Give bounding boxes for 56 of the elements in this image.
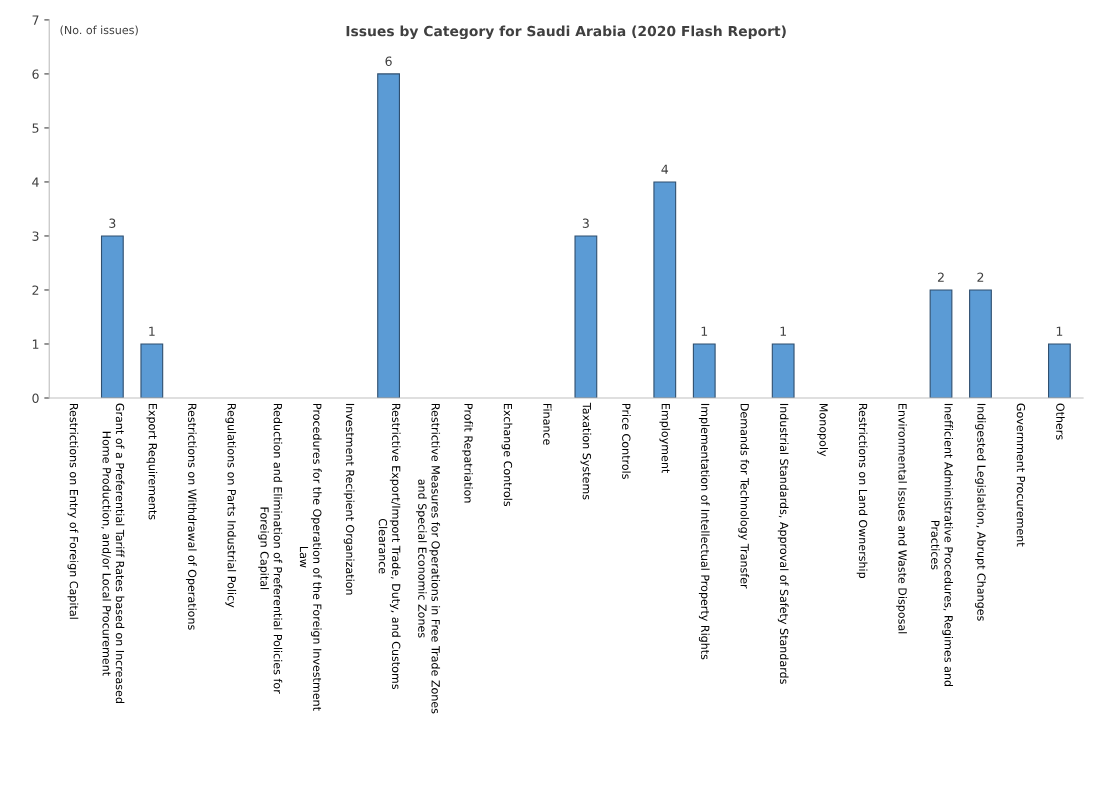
- data-label: 1: [149, 326, 155, 336]
- x-tick-label: Taxation Systems: [580, 402, 592, 500]
- x-tick-label: Restrictive Measures for Operations in Free Trade Zones and Special Economic Zones: [416, 403, 441, 714]
- x-tick-label: Inefficient Administrative Procedures, Regimes and Practices: [931, 403, 954, 687]
- x-tick-label: Investment Recipient Organization: [343, 403, 355, 595]
- bar: [771, 343, 795, 398]
- x-tick-label: Price Controls: [622, 403, 631, 479]
- bar: [692, 343, 716, 398]
- data-label: 3: [109, 218, 116, 228]
- bar: [140, 343, 164, 398]
- x-tick-label: Exchange Controls: [501, 403, 513, 507]
- x-tick-label: Profit Repatriation: [462, 403, 473, 503]
- y-tick-label: 4: [32, 177, 39, 187]
- x-tick-label: Others: [1056, 403, 1065, 440]
- x-tick-label: Reduction and Elimination of Preferential Policies for Foreign Capital: [258, 403, 283, 694]
- x-tick-label: Restrictions on Land Ownership: [856, 403, 868, 579]
- x-tick-label: Regulations on Parts Industrial Policy: [225, 403, 237, 608]
- x-tick-label: Employment: [659, 403, 671, 474]
- bar: [653, 181, 677, 398]
- data-label: 1: [701, 326, 708, 336]
- bar: [1047, 343, 1071, 398]
- y-tick-label: 2: [32, 285, 39, 295]
- bar: [929, 289, 953, 398]
- data-label: 1: [780, 326, 786, 336]
- x-tick-label: Procedures for the Operation of the Foreign Investment Law: [299, 403, 322, 711]
- x-tick-label: Industrial Standards, Approval of Safety Standards: [777, 403, 789, 684]
- data-label: 2: [937, 272, 944, 282]
- y-tick-label: 3: [32, 231, 39, 241]
- bar: [969, 289, 992, 398]
- chart-title: Issues by Category for Saudi Arabia (2020 Flash Report): [346, 25, 786, 40]
- y-tick-label: 7: [32, 15, 39, 25]
- bar: [574, 235, 598, 398]
- x-tick-label: Restrictive Export/Import Trade, Duty, and Customs Clearance: [378, 403, 401, 690]
- x-tick-label: Restrictions on Entry of Foreign Capital: [67, 403, 79, 619]
- x-tick-label: Monopoly: [817, 403, 829, 457]
- x-tick-label: Indigested Legislation, Abrupt Changes: [975, 403, 986, 621]
- bar: [377, 73, 400, 398]
- data-label: 1: [1056, 326, 1063, 336]
- y-tick-label: 0: [32, 393, 39, 403]
- x-tick-label: Restrictions on Withdrawal of Operations: [185, 403, 197, 630]
- y-tick-label: 6: [32, 69, 39, 79]
- x-tick-label: Environmental Issues and Waste Disposal: [896, 403, 907, 634]
- x-tick-label: Implementation of Intellectual Property Rights: [698, 403, 710, 660]
- y-tick-label: 1: [32, 339, 39, 349]
- data-label: 4: [661, 164, 669, 174]
- y-tick-label: 5: [32, 123, 39, 133]
- x-tick-label: Grant of a Preferential Tariff Rates based on Increased Home Production, and/or Local Procurement: [101, 403, 125, 703]
- y-axis-title: (No. of issues): [60, 25, 138, 36]
- data-label: 2: [977, 272, 984, 282]
- bar: [100, 235, 124, 398]
- x-tick-label: Demands for Technology Transfer: [738, 403, 750, 589]
- data-label: 3: [582, 218, 589, 228]
- x-tick-label: Export Requirements: [146, 403, 158, 520]
- data-label: 6: [385, 56, 392, 66]
- x-tick-label: Government Procurement: [1016, 403, 1026, 547]
- x-tick-label: Finance: [543, 403, 552, 445]
